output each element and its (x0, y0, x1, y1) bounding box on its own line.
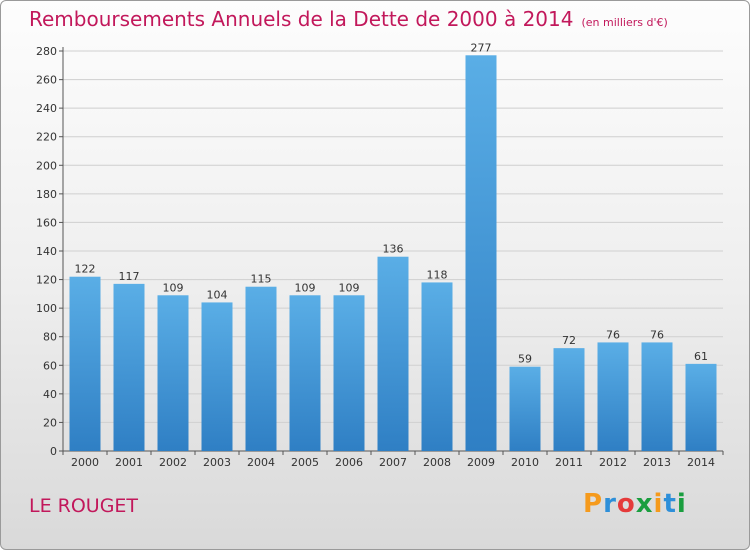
value-label: 59 (518, 353, 532, 366)
bar[interactable] (245, 286, 277, 451)
x-tick-label: 2001 (115, 456, 143, 469)
x-tick-label: 2011 (555, 456, 583, 469)
bar[interactable] (421, 282, 453, 451)
x-tick-label: 2000 (71, 456, 99, 469)
bar[interactable] (641, 342, 673, 451)
value-label: 109 (295, 281, 316, 294)
y-tick-label: 140 (36, 245, 57, 258)
value-label: 118 (427, 268, 448, 281)
bar[interactable] (685, 363, 717, 451)
bar[interactable] (509, 366, 541, 451)
y-tick-label: 280 (36, 45, 57, 58)
x-tick-label: 2002 (159, 456, 187, 469)
value-label: 277 (471, 41, 492, 54)
value-label: 136 (383, 243, 404, 256)
x-tick-label: 2008 (423, 456, 451, 469)
x-tick-label: 2006 (335, 456, 363, 469)
y-tick-label: 240 (36, 102, 57, 115)
logo-letter: x (635, 489, 654, 519)
value-label: 76 (650, 328, 664, 341)
bar[interactable] (377, 256, 409, 451)
y-tick-label: 100 (36, 302, 57, 315)
bar[interactable] (333, 295, 365, 451)
bar[interactable] (465, 55, 497, 452)
bar[interactable] (157, 295, 189, 451)
bars (69, 55, 717, 452)
bar[interactable] (597, 342, 629, 451)
y-tick-label: 40 (43, 388, 57, 401)
value-label: 122 (75, 263, 96, 276)
y-tick-label: 200 (36, 159, 57, 172)
y-tick-label: 160 (36, 216, 57, 229)
value-label: 109 (339, 281, 360, 294)
logo-letter: P (583, 489, 604, 519)
y-tick-label: 260 (36, 74, 57, 87)
x-tick-label: 2009 (467, 456, 495, 469)
x-tick-labels: 2000 2001 2002 2003 2004 2005 2006 2007 2008 2009… (62, 451, 724, 469)
y-tick-label: 0 (50, 445, 57, 458)
logo-letter: i (653, 489, 664, 519)
y-tick-label: 180 (36, 188, 57, 201)
value-label: 117 (119, 270, 140, 283)
city-name: LE ROUGET (29, 495, 139, 517)
chart-subtitle: (en milliers d'€) (581, 16, 668, 29)
logo-letter: i (676, 489, 687, 519)
y-tick-label: 60 (43, 359, 57, 372)
logo-letter: r (603, 489, 617, 519)
bar[interactable] (289, 295, 321, 451)
chart-title-text: Remboursements Annuels de la Dette de 20… (29, 7, 574, 31)
x-tick-label: 2010 (511, 456, 539, 469)
x-tick-label: 2013 (643, 456, 671, 469)
value-label: 72 (562, 334, 576, 347)
y-tick-label: 120 (36, 274, 57, 287)
x-tick-label: 2005 (291, 456, 319, 469)
value-labels: 122 117 109 104 115 109 109 136 118 277 59 72 76 76 61 (75, 41, 709, 365)
y-tick-label: 20 (43, 416, 57, 429)
value-label: 104 (207, 288, 228, 301)
bar[interactable] (553, 348, 585, 451)
x-tick-label: 2003 (203, 456, 231, 469)
value-label: 61 (694, 350, 708, 363)
bar[interactable] (201, 302, 233, 451)
bar[interactable] (69, 276, 101, 451)
value-label: 76 (606, 328, 620, 341)
value-label: 115 (251, 273, 272, 286)
y-tick-label: 220 (36, 131, 57, 144)
y-tick-labels: 0 20 40 60 80 100 120 140 160 180 200 220 240 260 280 (36, 45, 57, 458)
proxiti-logo[interactable]: Proxiti (583, 489, 687, 519)
y-tick-label: 80 (43, 331, 57, 344)
x-tick-label: 2007 (379, 456, 407, 469)
bar[interactable] (113, 283, 145, 451)
chart-title: Remboursements Annuels de la Dette de 20… (29, 7, 668, 31)
x-tick-label: 2014 (687, 456, 715, 469)
logo-letter: t (663, 489, 677, 519)
x-tick-label: 2012 (599, 456, 627, 469)
value-label: 109 (163, 281, 184, 294)
logo-letter: o (616, 489, 636, 519)
x-tick-label: 2004 (247, 456, 275, 469)
